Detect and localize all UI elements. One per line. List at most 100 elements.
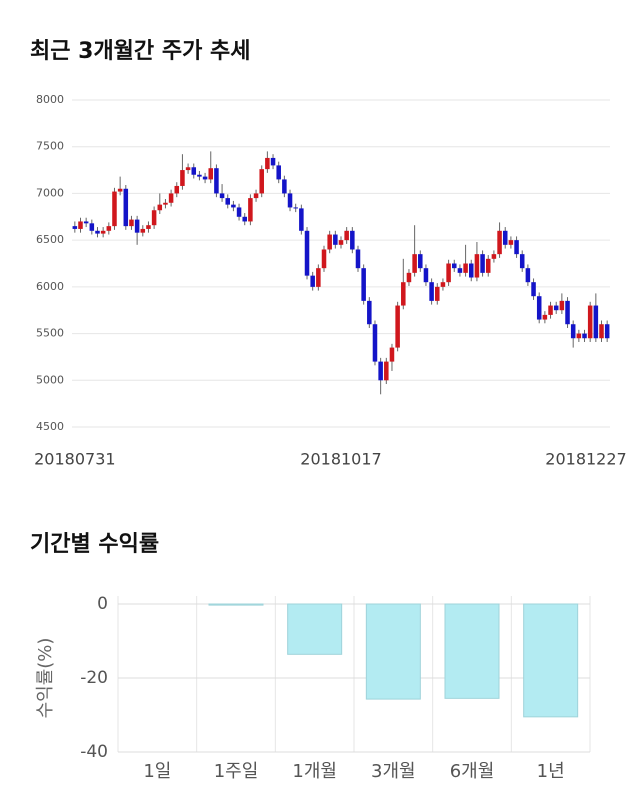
candle-body — [553, 305, 559, 311]
candle-body — [338, 240, 344, 245]
x-tick-label: 1주일 — [214, 761, 259, 782]
candle-body — [299, 208, 304, 231]
candle-body — [293, 207, 298, 209]
candle-body — [225, 198, 231, 205]
candle-body — [463, 263, 468, 273]
candle-body — [491, 254, 497, 259]
candle-body — [78, 221, 83, 229]
candle-body — [406, 272, 412, 283]
candle-body — [316, 268, 321, 287]
candle-body — [361, 268, 366, 301]
candle-body — [333, 234, 338, 245]
candle-body — [559, 300, 565, 311]
y-tick-label: 4500 — [36, 420, 64, 433]
candle-body — [248, 198, 253, 222]
candle-body — [83, 221, 89, 224]
y-tick-label: -20 — [80, 668, 108, 688]
candle-body — [129, 219, 134, 227]
chart-title: 최근 3개월간 주가 추세 — [30, 39, 250, 64]
candle-body — [310, 275, 315, 287]
y-tick-label: 5500 — [36, 327, 64, 340]
candle-body — [350, 230, 355, 250]
candle-body — [565, 300, 570, 325]
bar — [365, 603, 421, 700]
candle-body — [378, 361, 383, 381]
candle-body — [89, 223, 95, 231]
candle-body — [304, 230, 310, 276]
x-tick-label: 6개월 — [450, 761, 495, 782]
y-axis-label: 수익률(%) — [35, 638, 56, 719]
candle-body — [140, 228, 146, 233]
bar — [208, 603, 264, 606]
candle-body — [282, 179, 287, 194]
candle-body — [446, 263, 451, 283]
candle-body — [418, 254, 423, 269]
candle-body — [593, 305, 599, 339]
candle-body — [242, 216, 247, 222]
candle-body — [344, 230, 349, 241]
candle-body — [525, 268, 531, 283]
candle-body — [514, 240, 519, 255]
candle-body — [236, 207, 242, 217]
y-tick-label: 6500 — [36, 233, 64, 246]
x-tick-label: 20181017 — [300, 450, 381, 469]
candle-body — [519, 254, 525, 269]
y-tick-label: 0 — [97, 594, 108, 614]
candle-body — [502, 230, 508, 245]
candle-body — [117, 188, 123, 192]
candle-body — [100, 230, 106, 234]
candle-body — [168, 193, 174, 203]
x-tick-label: 1일 — [143, 761, 171, 782]
candle-body — [367, 300, 372, 325]
candle-body — [185, 167, 191, 171]
candle-body — [570, 324, 576, 339]
candle-body — [576, 333, 582, 339]
candle-body — [219, 193, 225, 199]
candle-body — [372, 324, 378, 362]
candle-body — [542, 314, 548, 320]
candle-body — [548, 305, 553, 315]
candle-body — [112, 191, 117, 227]
bar — [523, 603, 579, 718]
y-tick-label: 8000 — [36, 93, 64, 106]
y-tick-label: 7500 — [36, 140, 64, 153]
candle-body — [468, 263, 474, 278]
candle-body — [72, 226, 78, 229]
y-tick-label: 7000 — [36, 186, 64, 199]
x-tick-label: 1개월 — [292, 761, 337, 782]
candle-body — [123, 188, 129, 227]
candle-body — [582, 333, 587, 339]
candle-body — [321, 249, 327, 269]
candle-body — [214, 168, 219, 194]
candle-body — [587, 305, 593, 339]
x-tick-label: 3개월 — [371, 761, 416, 782]
candle-body — [265, 157, 270, 170]
candle-body — [134, 219, 140, 233]
candle-body — [355, 249, 361, 269]
candle-body — [508, 240, 514, 245]
x-tick-label: 20180731 — [34, 450, 115, 469]
candle-body — [174, 185, 180, 194]
candle-body — [157, 204, 163, 211]
x-tick-label: 20181227 — [545, 450, 626, 469]
candle-body — [180, 170, 185, 186]
candle-body — [435, 286, 440, 301]
chart-title: 기간별 수익률 — [30, 532, 159, 557]
candle-body — [457, 268, 463, 273]
y-tick-label: 5000 — [36, 373, 64, 386]
candle-body — [259, 169, 264, 194]
bar — [287, 603, 343, 655]
candle-body — [231, 204, 236, 208]
candle-body — [197, 174, 202, 177]
candle-body — [474, 254, 480, 278]
candle-body — [327, 234, 332, 250]
candle-body — [151, 210, 157, 226]
candle-body — [276, 165, 281, 180]
candle-body — [429, 282, 434, 301]
candle-body — [95, 230, 100, 234]
candle-body — [384, 361, 389, 381]
candle-body — [208, 168, 214, 180]
candle-body — [395, 305, 400, 348]
candle-body — [163, 202, 168, 205]
